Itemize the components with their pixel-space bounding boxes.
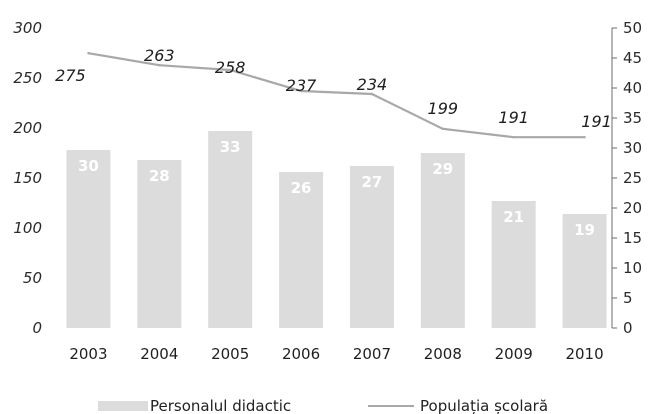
bar	[420, 153, 465, 328]
bar-data-label: 19	[574, 221, 595, 239]
line-point	[228, 68, 232, 72]
legend-label-line: Populația școlară	[420, 397, 548, 414]
bar-data-label: 29	[432, 160, 453, 178]
bar-data-label: 28	[149, 167, 170, 185]
left-tick-label: 250	[13, 69, 42, 87]
line-point	[583, 136, 586, 139]
left-tick-label: 50	[23, 269, 42, 287]
x-axis: 2003 2004 2005 2006 2007 2008 2009 2010	[69, 345, 603, 363]
x-tick-label: 2003	[69, 345, 107, 363]
bar	[349, 166, 394, 328]
left-axis: 0 50 100 150 200 250 300	[13, 19, 42, 337]
right-tick-label: 30	[623, 139, 642, 157]
right-tick-label: 15	[623, 229, 642, 247]
right-tick-label: 20	[623, 199, 642, 217]
left-tick-label: 200	[13, 119, 42, 137]
bar-data-label: 30	[78, 157, 99, 175]
line-point	[512, 136, 515, 139]
line-data-label: 234	[357, 75, 388, 94]
line-data-label: 191	[581, 112, 612, 131]
right-tick-label: 50	[623, 19, 642, 37]
bar-data-label: 27	[362, 173, 383, 191]
line-point	[370, 92, 374, 96]
line-point	[158, 63, 161, 67]
right-tick-label: 40	[623, 79, 642, 97]
line-data-label: 191	[498, 108, 529, 127]
bar	[137, 160, 182, 328]
bar-data-label: 33	[220, 138, 241, 156]
left-tick-label: 150	[13, 169, 42, 187]
x-tick-label: 2007	[353, 345, 391, 363]
line-data-label: 275	[55, 66, 86, 85]
x-tick-label: 2010	[565, 345, 603, 363]
left-tick-label: 300	[13, 19, 42, 37]
right-tick-label: 0	[623, 319, 633, 337]
legend: Personalul didactic Populația școlară	[98, 397, 548, 414]
right-tick-label: 45	[623, 49, 642, 67]
line-point	[87, 52, 90, 55]
x-tick-label: 2004	[140, 345, 178, 363]
bar-data-label: 21	[503, 208, 524, 226]
x-tick-label: 2005	[211, 345, 249, 363]
line-point	[441, 127, 445, 130]
legend-swatch-bar	[98, 401, 148, 411]
legend-label-bar: Personalul didactic	[150, 397, 291, 414]
line-data-label: 263	[144, 46, 175, 65]
line-data-label: 237	[286, 76, 317, 95]
line-point	[299, 89, 303, 93]
right-tick-label: 25	[623, 169, 642, 187]
line-data-label: 199	[428, 99, 459, 118]
right-tick-label: 5	[623, 289, 633, 307]
x-tick-label: 2008	[424, 345, 462, 363]
right-axis: 0 5 10 15 20 25 30 35 40 45 50	[611, 19, 642, 337]
right-tick-label: 10	[623, 259, 642, 277]
bar	[208, 131, 253, 328]
bar	[562, 214, 607, 328]
line-path	[88, 52, 585, 139]
x-tick-label: 2006	[282, 345, 320, 363]
bar-data-label: 26	[291, 179, 312, 197]
right-tick-label: 35	[623, 109, 642, 127]
bar	[66, 150, 111, 328]
left-tick-label: 100	[13, 219, 42, 237]
x-tick-label: 2009	[495, 345, 533, 363]
bar-series: 30 28 33 26 27 29 21 19	[66, 131, 607, 328]
bar	[491, 201, 536, 328]
bar	[279, 172, 324, 328]
left-tick-label: 0	[32, 319, 42, 337]
line-series: 275 263 258 237 234 199 191 191	[55, 46, 612, 139]
line-data-label: 258	[215, 58, 246, 77]
